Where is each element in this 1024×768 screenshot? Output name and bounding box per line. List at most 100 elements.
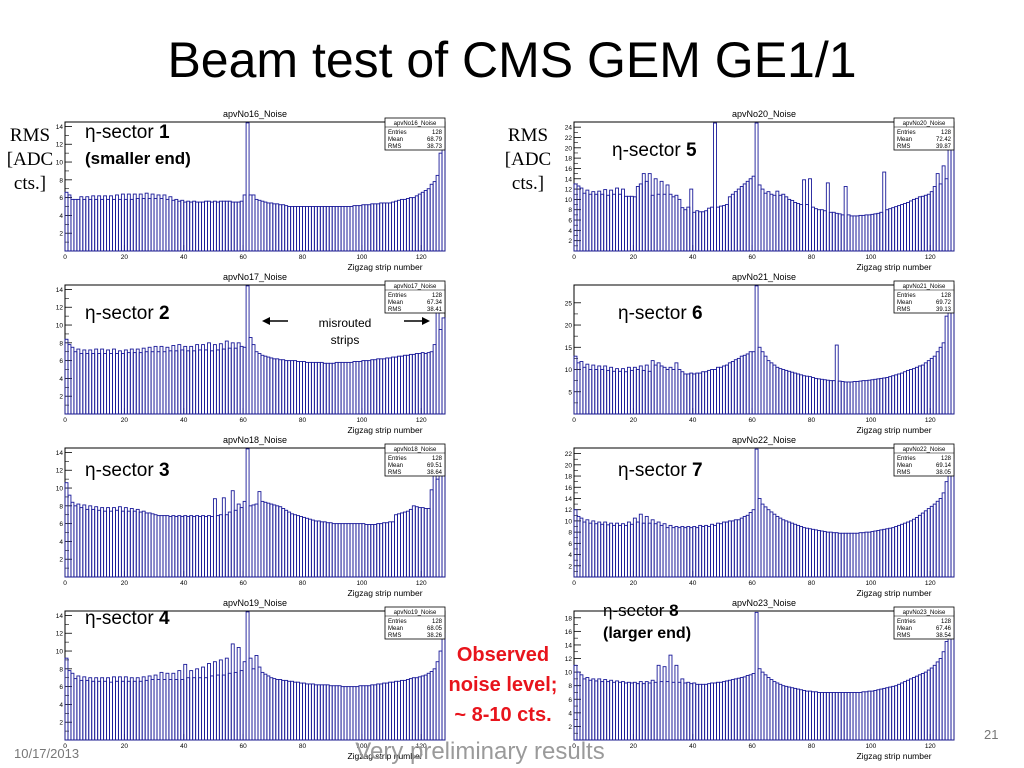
stats-value: 69.14 — [936, 463, 952, 469]
y-tick-label: 24 — [565, 125, 573, 132]
observed-noise-note: Observed noise level; ~ 8-10 cts. — [438, 640, 568, 730]
x-tick-label: 20 — [121, 580, 129, 587]
x-axis-label: Zigzag strip number — [347, 425, 422, 435]
stats-key: Entries — [388, 456, 407, 462]
x-tick-label: 60 — [240, 254, 248, 261]
left-axis-unit-label: RMS [ADC cts.] — [2, 124, 58, 196]
histogram-title: apvNo19_Noise — [223, 598, 287, 608]
sector-number: 5 — [685, 140, 697, 161]
eta-symbol: η — [618, 460, 629, 481]
y-tick-label: 4 — [568, 552, 572, 559]
sector-number: 2 — [158, 303, 170, 324]
x-axis-label: Zigzag strip number — [347, 262, 422, 272]
stats-box — [893, 443, 955, 477]
y-tick-label: 10 — [565, 197, 573, 204]
stats-box — [384, 280, 446, 314]
sector-text: -sector — [612, 601, 670, 620]
x-tick-label: 40 — [689, 580, 697, 587]
x-tick-label: 0 — [572, 254, 576, 261]
y-tick-label: 8 — [59, 666, 63, 673]
y-tick-label: 15 — [565, 345, 573, 352]
x-tick-label: 100 — [356, 743, 367, 750]
sector-text: -sector — [628, 460, 692, 481]
stats-key: RMS — [897, 633, 910, 639]
y-tick-label: 14 — [56, 287, 64, 294]
stats-title: apvNo19_Noise — [394, 610, 437, 616]
x-tick-label: 40 — [689, 254, 697, 261]
stats-key: Entries — [897, 130, 916, 136]
x-tick-label: 120 — [925, 743, 936, 750]
slide-date: 10/17/2013 — [14, 746, 80, 761]
y-tick-label: 12 — [56, 631, 64, 638]
stats-key: RMS — [897, 144, 910, 150]
x-tick-label: 120 — [416, 580, 427, 587]
x-tick-label: 0 — [63, 580, 67, 587]
stats-value: 38.41 — [427, 307, 443, 313]
y-tick-label: 18 — [565, 156, 573, 163]
stats-key: Entries — [897, 456, 916, 462]
histogram-bin — [245, 122, 250, 252]
stats-title: apvNo16_Noise — [394, 121, 437, 127]
stats-box — [384, 606, 446, 640]
sector-sub-label: (larger end) — [603, 625, 692, 642]
y-tick-label: 6 — [59, 195, 63, 202]
y-tick-label: 10 — [56, 649, 64, 656]
stats-key: Mean — [897, 463, 912, 469]
x-tick-label: 120 — [925, 254, 936, 261]
histogram-bin — [441, 317, 446, 415]
sector-label-8: η-sector 8 (larger end) — [603, 601, 691, 643]
y-tick-label: 2 — [59, 231, 63, 238]
stats-value: 38.26 — [427, 633, 443, 639]
y-tick-label: 4 — [59, 539, 63, 546]
y-tick-label: 4 — [59, 702, 63, 709]
stats-key: Entries — [388, 130, 407, 136]
sector-number: 7 — [691, 460, 703, 481]
y-tick-label: 5 — [568, 389, 572, 396]
eta-symbol: η — [603, 601, 613, 620]
stats-key: RMS — [388, 144, 401, 150]
histogram-apvNo23: 2 4 6 8 10 12 14 16 18 0 20 40 60 80 100 120 apvNo23_Noi… — [565, 598, 955, 761]
y-tick-label: 6 — [59, 521, 63, 528]
y-tick-label: 12 — [56, 305, 64, 312]
histogram-bin — [834, 344, 839, 415]
x-tick-label: 80 — [808, 254, 816, 261]
y-tick-label: 2 — [568, 238, 572, 245]
x-tick-label: 40 — [180, 580, 188, 587]
x-tick-label: 120 — [416, 254, 427, 261]
x-tick-label: 120 — [925, 580, 936, 587]
sector-label-4: η-sector 4 — [85, 608, 170, 630]
x-tick-label: 120 — [925, 417, 936, 424]
eta-symbol: η — [85, 608, 96, 629]
stats-value: 67.46 — [936, 626, 952, 632]
x-tick-label: 120 — [416, 743, 427, 750]
stats-value: 39.87 — [936, 144, 952, 150]
histogram-apvNo22: 2 4 6 8 10 12 14 16 18 20 22 0 20 40 60 80 100 120 apvNo22… — [565, 435, 955, 598]
y-tick-label: 8 — [59, 177, 63, 184]
stats-value: 68.79 — [427, 137, 443, 143]
misrouted-arrows — [262, 317, 430, 325]
stats-value: 38.54 — [936, 633, 952, 639]
x-tick-label: 100 — [356, 417, 367, 424]
y-tick-label: 10 — [565, 367, 573, 374]
stats-value: 128 — [432, 456, 443, 462]
y-tick-label: 2 — [59, 720, 63, 727]
y-tick-label: 12 — [56, 142, 64, 149]
stats-key: RMS — [897, 470, 910, 476]
stats-key: Mean — [897, 300, 912, 306]
y-tick-label: 14 — [565, 176, 573, 183]
stats-value: 38.73 — [427, 144, 443, 150]
histogram-title: apvNo22_Noise — [732, 435, 796, 445]
y-tick-label: 14 — [565, 642, 573, 649]
stats-key: Mean — [897, 137, 912, 143]
x-axis-label: Zigzag strip number — [856, 262, 931, 272]
sector-number: 4 — [158, 608, 170, 629]
x-tick-label: 80 — [808, 417, 816, 424]
y-tick-label: 8 — [568, 530, 572, 537]
y-tick-label: 10 — [56, 160, 64, 167]
sector-number: 3 — [158, 460, 170, 481]
histogram-title: apvNo23_Noise — [732, 598, 796, 608]
eta-symbol: η — [85, 122, 96, 143]
stats-box — [893, 606, 955, 640]
sector-text: -sector — [95, 608, 159, 629]
stats-box — [893, 280, 955, 314]
